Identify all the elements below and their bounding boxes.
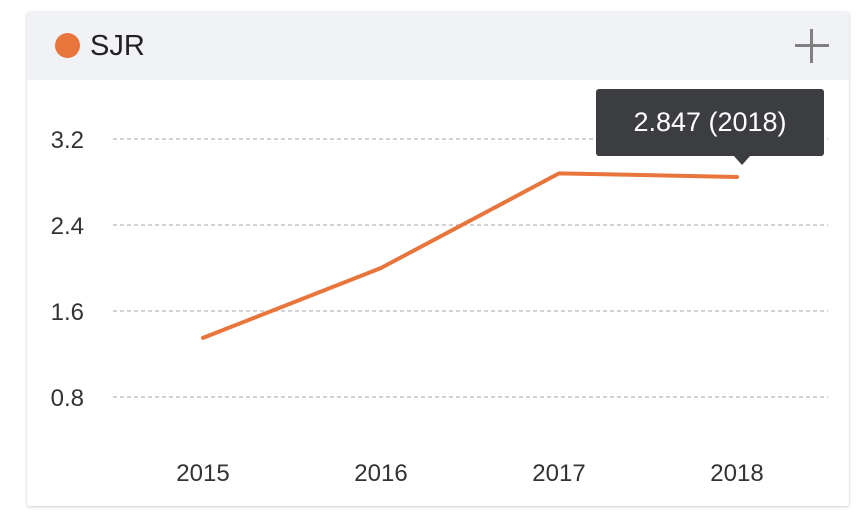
- plus-icon[interactable]: [793, 27, 831, 65]
- data-point[interactable]: [375, 262, 387, 274]
- data-point[interactable]: [197, 332, 209, 344]
- tooltip-arrow: [733, 155, 751, 165]
- tooltip: [596, 89, 824, 156]
- x-tick-label: 2017: [532, 460, 585, 487]
- y-tick-label: 1.6: [51, 299, 84, 326]
- tooltip-text: 2.847 (2018): [633, 107, 787, 137]
- y-tick-label: 0.8: [51, 385, 84, 412]
- x-tick-label: 2015: [176, 460, 229, 487]
- legend-label: SJR: [90, 30, 145, 62]
- y-tick-label: 3.2: [51, 127, 84, 154]
- card-header: SJR: [27, 12, 849, 80]
- x-tick-label: 2016: [354, 460, 407, 487]
- legend-marker: [55, 33, 80, 58]
- series-line[interactable]: [201, 171, 739, 340]
- x-tick-label: 2018: [710, 460, 763, 487]
- y-tick-label: 2.4: [51, 213, 84, 240]
- data-point[interactable]: [731, 171, 743, 183]
- data-point[interactable]: [553, 167, 565, 179]
